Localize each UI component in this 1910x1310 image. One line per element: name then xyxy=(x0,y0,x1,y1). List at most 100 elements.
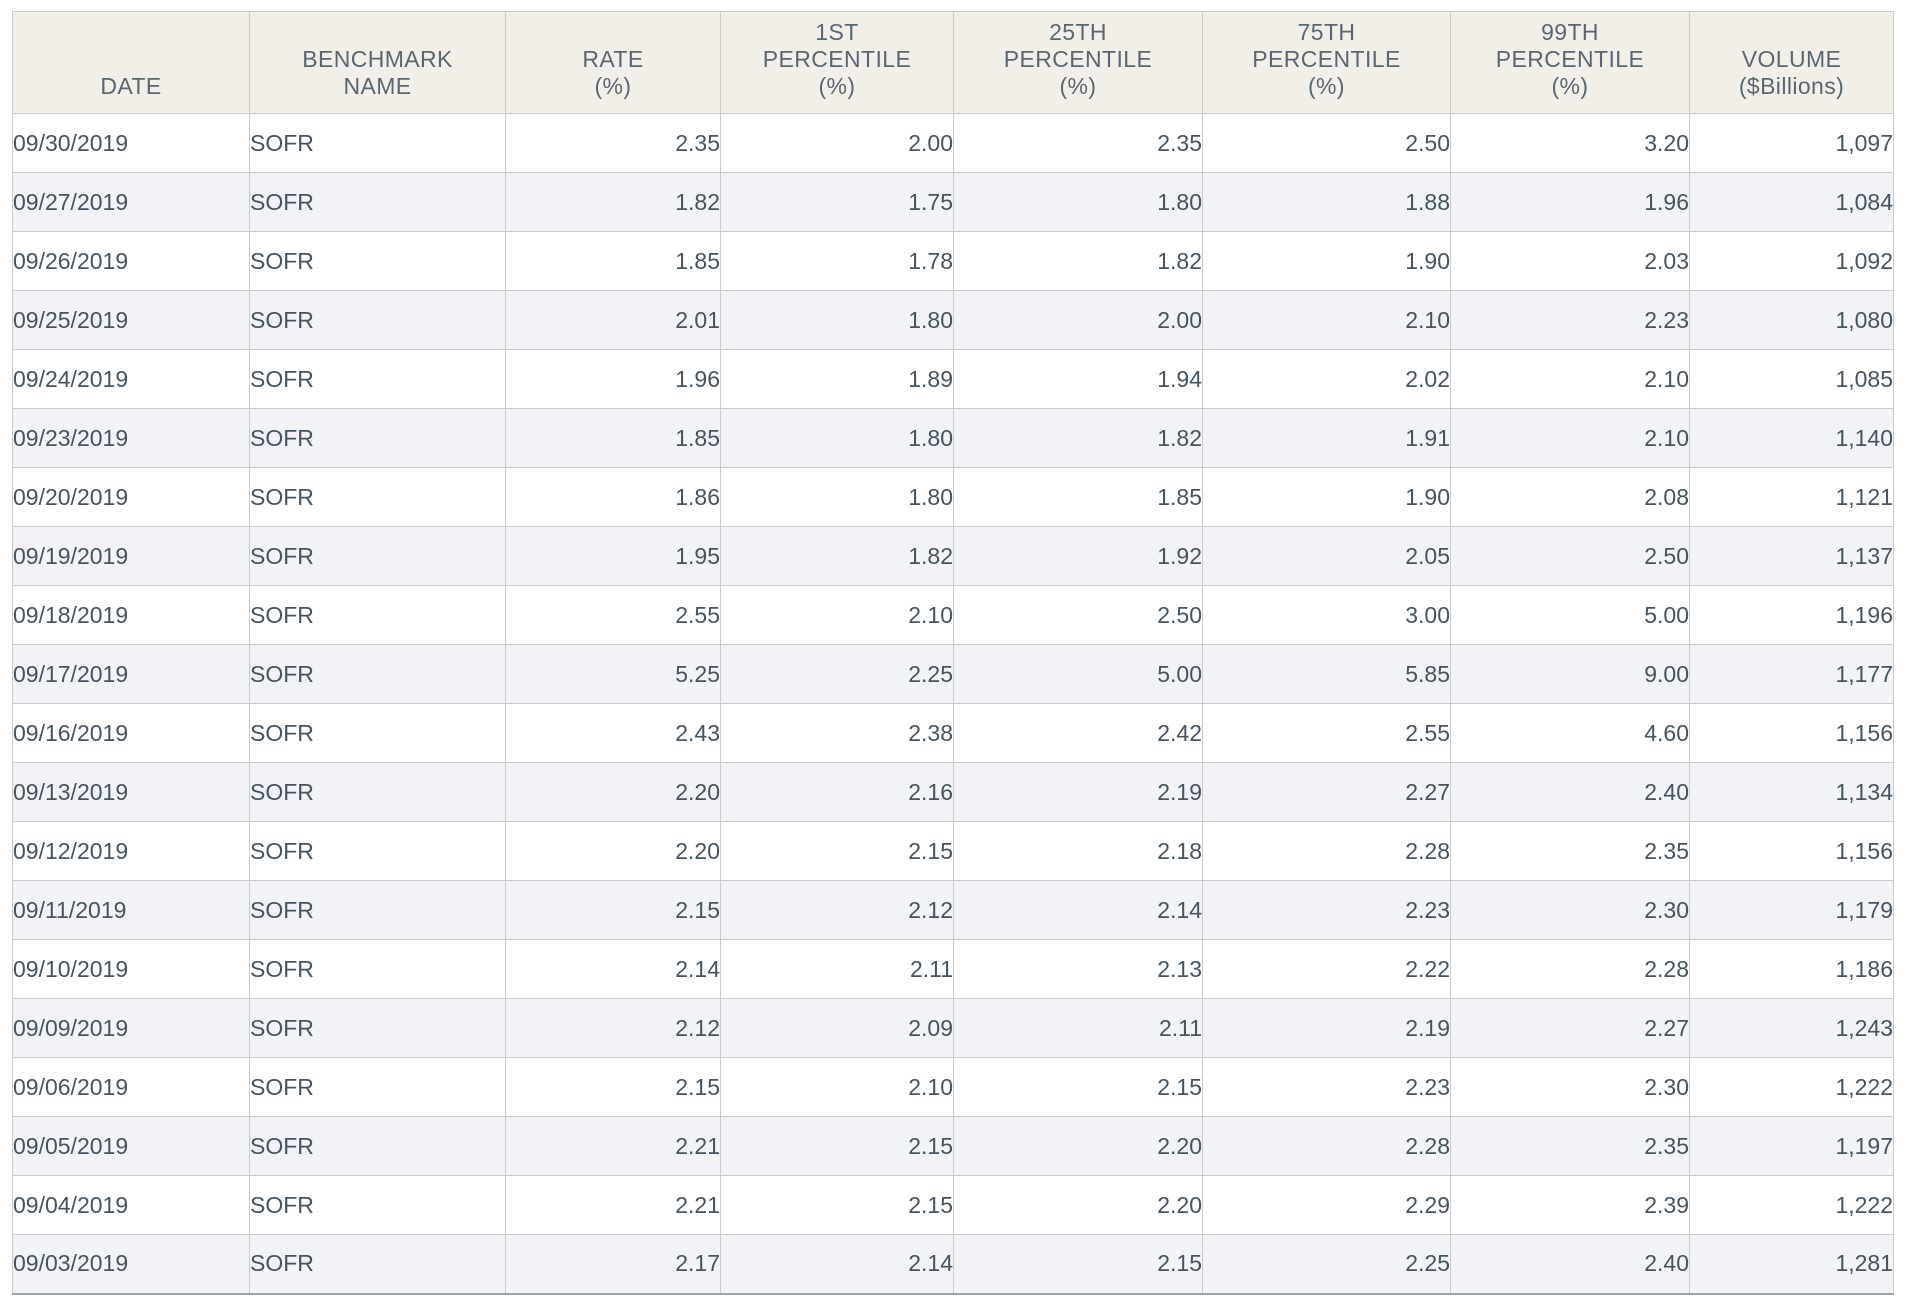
cell-99th-percentile: 2.35 xyxy=(1450,1116,1690,1176)
cell-volume: 1,197 xyxy=(1689,1116,1894,1176)
cell-volume: 1,222 xyxy=(1689,1175,1894,1235)
table-row: 09/30/2019 SOFR 2.35 2.00 2.35 2.50 3.20 1,097 xyxy=(12,113,1894,173)
cell-volume: 1,084 xyxy=(1689,172,1894,232)
table-header: DATE BENCHMARK NAME RATE (%) 1ST PERCENTILE (%)… xyxy=(12,11,1894,114)
cell-1st-percentile: 2.15 xyxy=(720,1175,954,1235)
column-header-line: 1ST xyxy=(815,19,859,45)
cell-date: 09/19/2019 xyxy=(12,526,250,586)
cell-date: 09/27/2019 xyxy=(12,172,250,232)
cell-75th-percentile: 2.28 xyxy=(1202,1116,1451,1176)
cell-99th-percentile: 2.39 xyxy=(1450,1175,1690,1235)
table-row: 09/19/2019 SOFR 1.95 1.82 1.92 2.05 2.50 1,137 xyxy=(12,526,1894,586)
column-header-line: PERCENTILE xyxy=(1495,46,1645,72)
cell-benchmark-name: SOFR xyxy=(249,998,506,1058)
cell-volume: 1,196 xyxy=(1689,585,1894,645)
cell-99th-percentile: 2.10 xyxy=(1450,349,1690,409)
cell-volume: 1,186 xyxy=(1689,939,1894,999)
table-body: 09/30/2019 SOFR 2.35 2.00 2.35 2.50 3.20 1,097 0… xyxy=(12,113,1894,1294)
cell-benchmark-name: SOFR xyxy=(249,821,506,881)
column-header-date: DATE xyxy=(12,11,250,114)
cell-rate: 1.82 xyxy=(505,172,721,232)
cell-75th-percentile: 2.10 xyxy=(1202,290,1451,350)
cell-1st-percentile: 1.82 xyxy=(720,526,954,586)
cell-benchmark-name: SOFR xyxy=(249,762,506,822)
cell-benchmark-name: SOFR xyxy=(249,231,506,291)
cell-benchmark-name: SOFR xyxy=(249,880,506,940)
cell-99th-percentile: 2.30 xyxy=(1450,1057,1690,1117)
cell-75th-percentile: 2.27 xyxy=(1202,762,1451,822)
cell-99th-percentile: 2.50 xyxy=(1450,526,1690,586)
cell-volume: 1,080 xyxy=(1689,290,1894,350)
cell-1st-percentile: 1.89 xyxy=(720,349,954,409)
cell-date: 09/26/2019 xyxy=(12,231,250,291)
cell-volume: 1,137 xyxy=(1689,526,1894,586)
cell-25th-percentile: 1.82 xyxy=(953,408,1203,468)
cell-rate: 2.35 xyxy=(505,113,721,173)
cell-99th-percentile: 2.03 xyxy=(1450,231,1690,291)
cell-benchmark-name: SOFR xyxy=(249,349,506,409)
cell-25th-percentile: 2.42 xyxy=(953,703,1203,763)
cell-1st-percentile: 2.11 xyxy=(720,939,954,999)
cell-25th-percentile: 1.94 xyxy=(953,349,1203,409)
cell-rate: 2.15 xyxy=(505,880,721,940)
cell-1st-percentile: 1.78 xyxy=(720,231,954,291)
cell-date: 09/09/2019 xyxy=(12,998,250,1058)
cell-99th-percentile: 9.00 xyxy=(1450,644,1690,704)
cell-25th-percentile: 2.11 xyxy=(953,998,1203,1058)
cell-99th-percentile: 2.10 xyxy=(1450,408,1690,468)
cell-75th-percentile: 3.00 xyxy=(1202,585,1451,645)
cell-date: 09/24/2019 xyxy=(12,349,250,409)
cell-rate: 2.12 xyxy=(505,998,721,1058)
cell-rate: 2.17 xyxy=(505,1234,721,1294)
cell-25th-percentile: 2.00 xyxy=(953,290,1203,350)
cell-75th-percentile: 1.90 xyxy=(1202,231,1451,291)
cell-75th-percentile: 2.19 xyxy=(1202,998,1451,1058)
cell-volume: 1,156 xyxy=(1689,821,1894,881)
table-row: 09/11/2019 SOFR 2.15 2.12 2.14 2.23 2.30 1,179 xyxy=(12,880,1894,940)
cell-75th-percentile: 2.50 xyxy=(1202,113,1451,173)
cell-25th-percentile: 2.15 xyxy=(953,1234,1203,1294)
cell-date: 09/05/2019 xyxy=(12,1116,250,1176)
table-row: 09/04/2019 SOFR 2.21 2.15 2.20 2.29 2.39 1,222 xyxy=(12,1175,1894,1235)
column-header-volume: VOLUME ($Billions) xyxy=(1689,11,1894,114)
cell-rate: 1.96 xyxy=(505,349,721,409)
cell-volume: 1,121 xyxy=(1689,467,1894,527)
column-header-benchmark-name: BENCHMARK NAME xyxy=(249,11,506,114)
cell-rate: 2.55 xyxy=(505,585,721,645)
cell-99th-percentile: 2.28 xyxy=(1450,939,1690,999)
column-header-line: PERCENTILE xyxy=(762,46,912,72)
cell-25th-percentile: 2.14 xyxy=(953,880,1203,940)
cell-25th-percentile: 1.92 xyxy=(953,526,1203,586)
column-header-line: (%) xyxy=(1551,73,1589,99)
column-header-line: 25TH xyxy=(1049,19,1107,45)
table-row: 09/12/2019 SOFR 2.20 2.15 2.18 2.28 2.35 1,156 xyxy=(12,821,1894,881)
benchmark-rates-table: DATE BENCHMARK NAME RATE (%) 1ST PERCENTILE (%)… xyxy=(12,11,1894,1295)
cell-date: 09/11/2019 xyxy=(12,880,250,940)
cell-benchmark-name: SOFR xyxy=(249,1057,506,1117)
cell-rate: 2.20 xyxy=(505,762,721,822)
cell-date: 09/25/2019 xyxy=(12,290,250,350)
cell-date: 09/18/2019 xyxy=(12,585,250,645)
cell-volume: 1,156 xyxy=(1689,703,1894,763)
cell-99th-percentile: 2.23 xyxy=(1450,290,1690,350)
cell-volume: 1,092 xyxy=(1689,231,1894,291)
column-header-line: (%) xyxy=(1059,73,1097,99)
cell-benchmark-name: SOFR xyxy=(249,113,506,173)
cell-volume: 1,243 xyxy=(1689,998,1894,1058)
cell-benchmark-name: SOFR xyxy=(249,585,506,645)
cell-rate: 2.15 xyxy=(505,1057,721,1117)
cell-date: 09/30/2019 xyxy=(12,113,250,173)
cell-1st-percentile: 2.38 xyxy=(720,703,954,763)
cell-date: 09/10/2019 xyxy=(12,939,250,999)
table-row: 09/24/2019 SOFR 1.96 1.89 1.94 2.02 2.10 1,085 xyxy=(12,349,1894,409)
table-row: 09/26/2019 SOFR 1.85 1.78 1.82 1.90 2.03 1,092 xyxy=(12,231,1894,291)
cell-benchmark-name: SOFR xyxy=(249,467,506,527)
column-header-line: PERCENTILE xyxy=(1003,46,1153,72)
cell-rate: 1.85 xyxy=(505,408,721,468)
cell-75th-percentile: 2.23 xyxy=(1202,880,1451,940)
cell-volume: 1,097 xyxy=(1689,113,1894,173)
cell-volume: 1,140 xyxy=(1689,408,1894,468)
column-header-line: BENCHMARK xyxy=(302,46,453,72)
cell-date: 09/23/2019 xyxy=(12,408,250,468)
cell-99th-percentile: 2.40 xyxy=(1450,1234,1690,1294)
